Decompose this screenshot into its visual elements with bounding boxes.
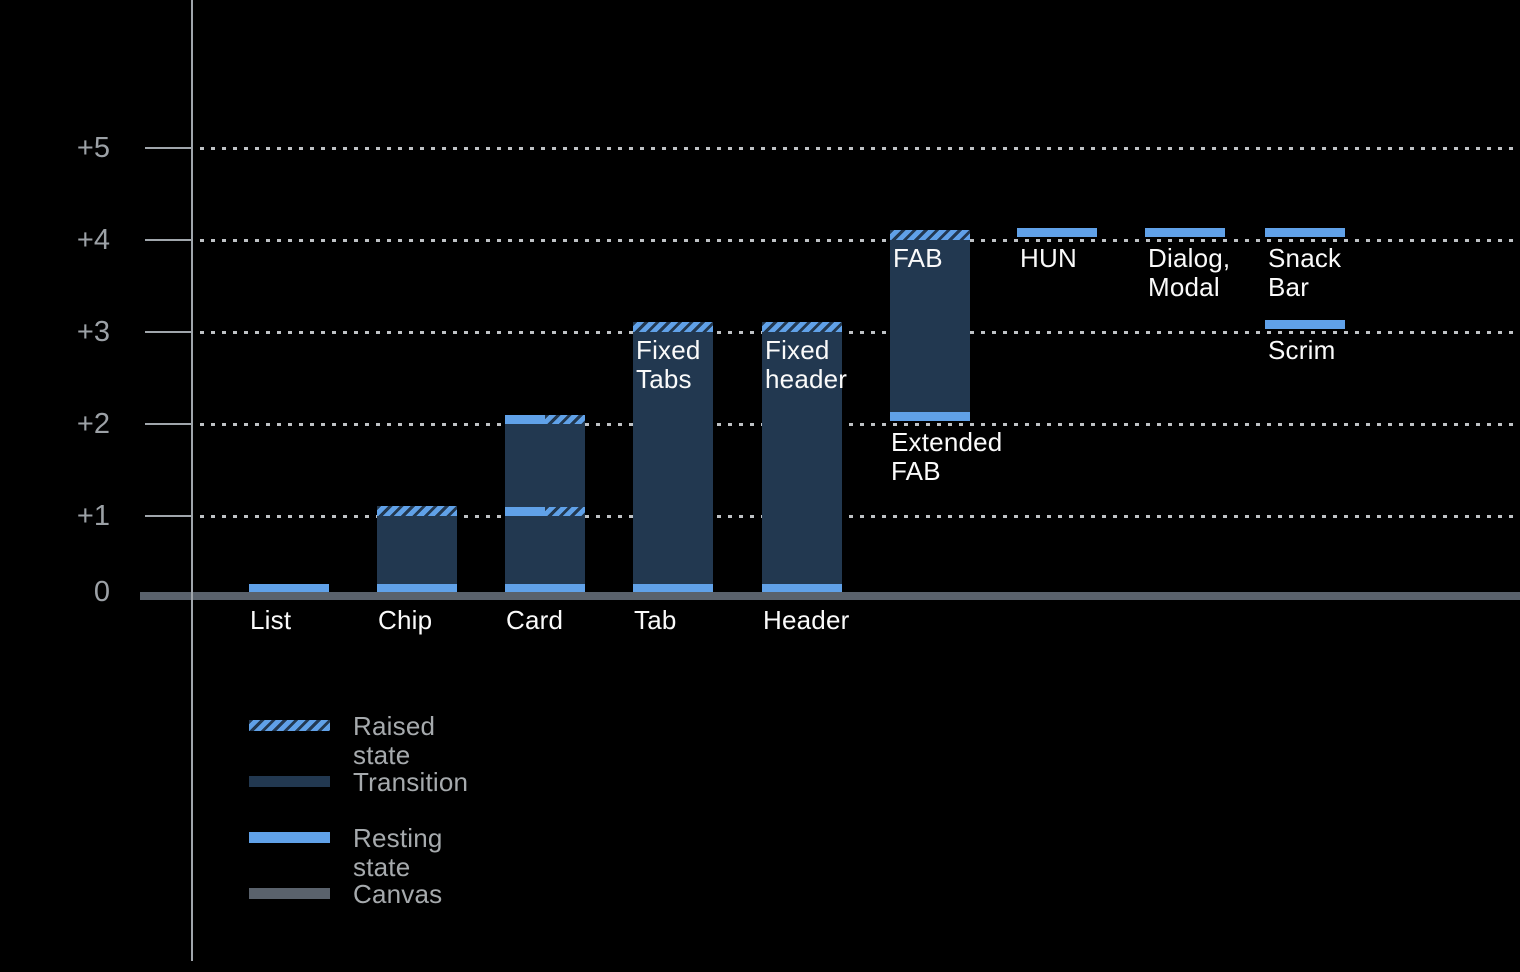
legend-swatch-resting — [249, 832, 330, 843]
legend-label: Canvas — [353, 879, 443, 909]
axis-tick-plus5 — [145, 147, 193, 149]
y-tick-label-3: +3 — [76, 316, 110, 348]
resting-band — [633, 584, 713, 592]
bar-label: Fixed header — [765, 335, 848, 394]
legend-swatch-transition — [249, 776, 330, 787]
axis-tick-plus3 — [145, 331, 193, 333]
resting-band — [505, 507, 545, 516]
gridline-plus4 — [200, 239, 1520, 242]
below-bar-label: Extended FAB — [891, 427, 1003, 486]
gridline-plus5 — [200, 147, 1520, 150]
legend-label: Raised state — [353, 711, 436, 770]
canvas-baseline — [140, 592, 1520, 600]
transition-segment — [377, 516, 457, 592]
resting-band — [505, 584, 585, 592]
y-axis-line-rule — [191, 0, 193, 961]
category-label: Card — [506, 605, 564, 635]
resting-band — [1265, 228, 1345, 237]
gridline-plus3 — [200, 331, 1520, 334]
bar-label: Dialog, Modal — [1148, 243, 1231, 302]
category-label: Header — [763, 605, 850, 635]
y-tick-label-4: +4 — [76, 224, 110, 256]
bar-label: Fixed Tabs — [636, 335, 701, 394]
resting-band — [762, 584, 842, 592]
raised-band — [890, 230, 970, 240]
legend-swatch-raised — [249, 720, 330, 731]
category-label: Chip — [378, 605, 433, 635]
raised-band — [762, 322, 842, 332]
axis-tick-plus1 — [145, 515, 193, 517]
y-tick-label-1: +1 — [76, 500, 110, 532]
resting-band — [890, 412, 970, 421]
transition-segment — [633, 332, 713, 592]
transition-segment — [890, 240, 970, 421]
resting-band — [1145, 228, 1225, 237]
y-tick-label-0: 0 — [93, 576, 110, 608]
resting-band — [249, 584, 329, 592]
raised-band — [545, 507, 585, 516]
category-label: Tab — [634, 605, 677, 635]
axis-tick-plus2 — [145, 423, 193, 425]
bar-label: Snack Bar — [1268, 243, 1342, 302]
transition-segment — [762, 332, 842, 592]
raised-band — [545, 415, 585, 424]
legend-swatch-canvas — [249, 888, 330, 899]
axis-tick-plus4 — [145, 239, 193, 241]
gridline-plus1 — [200, 515, 1520, 518]
legend-label: Transition — [353, 767, 469, 797]
bar-label: FAB — [893, 243, 943, 273]
resting-band — [1265, 320, 1345, 329]
gridline-plus2 — [200, 423, 1520, 426]
resting-band — [1017, 228, 1097, 237]
resting-band — [505, 415, 545, 424]
raised-band — [633, 322, 713, 332]
legend-label: Resting state — [353, 823, 443, 882]
y-tick-label-2: +2 — [76, 408, 110, 440]
bar-label: HUN — [1020, 243, 1077, 273]
raised-band — [377, 506, 457, 516]
category-label: List — [250, 605, 292, 635]
y-tick-label-5: +5 — [76, 132, 110, 164]
resting-band — [377, 584, 457, 592]
bar-label: Scrim — [1268, 335, 1336, 365]
